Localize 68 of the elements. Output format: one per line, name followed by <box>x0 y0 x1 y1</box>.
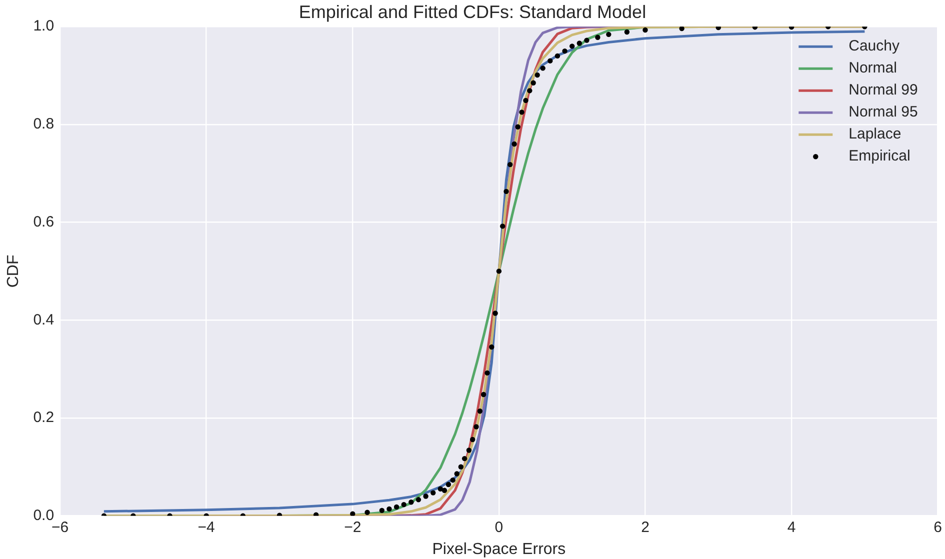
point <box>446 482 452 488</box>
legend-label: Laplace <box>848 126 902 143</box>
point <box>458 464 464 470</box>
point <box>450 477 456 483</box>
legend-label: Normal <box>848 60 897 77</box>
point <box>540 66 546 71</box>
point <box>350 511 356 516</box>
point <box>624 29 630 35</box>
x-tick-label: 2 <box>641 518 650 536</box>
point <box>716 26 721 30</box>
y-tick-label: 0.6 <box>33 213 54 230</box>
legend-label: Normal 99 <box>848 82 918 99</box>
point <box>496 268 502 274</box>
point <box>504 188 509 194</box>
chart-title: Empirical and Fitted CDFs: Standard Model <box>298 2 646 22</box>
point <box>500 224 506 229</box>
point <box>508 162 513 168</box>
x-tick-label: −4 <box>198 518 215 536</box>
point <box>569 44 575 49</box>
point <box>606 32 612 38</box>
point <box>401 502 406 508</box>
legend-label: Cauchy <box>848 38 900 55</box>
point <box>519 110 524 115</box>
y-tick-label: 0.4 <box>33 311 54 328</box>
point <box>554 53 560 59</box>
point <box>386 506 392 512</box>
x-tick-label: 6 <box>934 518 942 536</box>
point <box>548 58 553 64</box>
point <box>454 471 460 476</box>
y-tick-label: 0.2 <box>33 409 54 426</box>
point <box>530 80 536 86</box>
point <box>527 88 532 94</box>
y-tick-label: 0.8 <box>33 116 54 133</box>
point <box>379 508 385 514</box>
point <box>474 424 479 430</box>
y-tick-label: 1.0 <box>33 18 54 35</box>
legend-label: Normal 95 <box>848 104 918 121</box>
point <box>492 310 498 316</box>
point <box>462 456 468 462</box>
point <box>562 48 568 54</box>
x-axis-title: Pixel-Space Errors <box>432 540 566 558</box>
point <box>466 448 472 453</box>
point <box>523 98 528 104</box>
point <box>642 27 648 33</box>
point <box>512 141 517 147</box>
point <box>364 510 370 515</box>
point <box>584 38 590 43</box>
point <box>430 490 436 496</box>
point <box>442 488 448 493</box>
point <box>423 494 428 499</box>
point <box>534 72 540 78</box>
point <box>576 40 582 46</box>
y-axis-title: CDF <box>5 254 22 288</box>
x-tick-label: 4 <box>787 518 796 536</box>
point <box>477 408 483 414</box>
point <box>480 392 486 398</box>
point <box>489 344 494 350</box>
point <box>394 504 400 510</box>
point <box>470 436 476 442</box>
x-tick-label: 0 <box>494 518 504 536</box>
legend-label: Empirical <box>848 148 910 165</box>
point <box>484 370 490 376</box>
point <box>408 500 414 505</box>
point <box>515 124 520 130</box>
point <box>416 497 422 502</box>
point <box>595 34 600 40</box>
point <box>679 26 684 32</box>
x-tick-label: −2 <box>344 518 362 536</box>
